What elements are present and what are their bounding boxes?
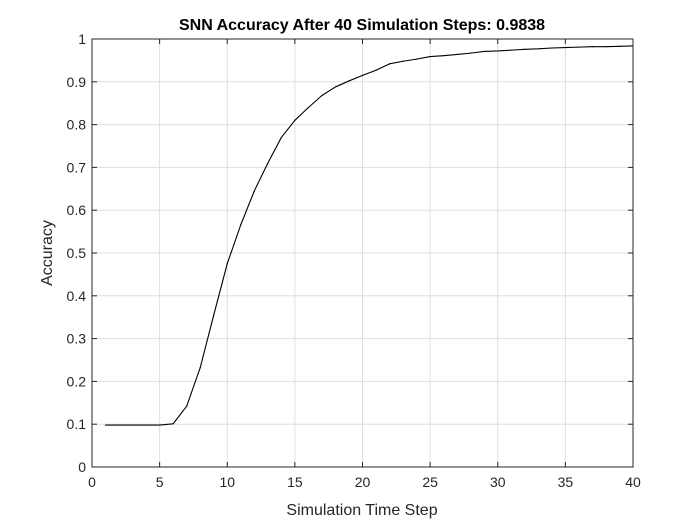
data-point — [104, 424, 107, 426]
data-point — [591, 46, 594, 48]
data-point — [131, 424, 134, 426]
data-point — [551, 47, 553, 49]
y-axis-title: Accuracy — [39, 220, 56, 286]
data-point — [118, 424, 120, 426]
x-tick-label: 0 — [88, 474, 96, 490]
data-point — [618, 45, 621, 47]
x-tick-label: 5 — [156, 474, 164, 490]
y-tick-label: 0.1 — [67, 416, 87, 432]
y-tick-label: 0.9 — [67, 74, 87, 90]
data-point — [510, 49, 512, 51]
data-point — [267, 162, 269, 164]
data-point — [199, 367, 201, 369]
tick-marks — [91, 38, 634, 468]
y-tick-label: 1 — [78, 31, 86, 47]
y-tick-label: 0 — [78, 459, 86, 475]
data-point — [429, 55, 431, 58]
data-point — [537, 48, 539, 50]
accuracy-series-line — [105, 45, 634, 426]
y-tick-labels: 0 0.1 0.2 0.3 0.4 0.5 0.6 0.7 0.8 0.9 1 — [67, 31, 87, 475]
data-point — [253, 190, 255, 192]
x-tick-label: 40 — [625, 474, 641, 490]
data-point — [172, 423, 174, 425]
x-tick-label: 15 — [287, 474, 303, 490]
x-tick-label: 35 — [558, 474, 574, 490]
x-tick-label: 25 — [422, 474, 438, 490]
x-tick-labels: 0 5 10 15 20 25 30 35 40 — [88, 474, 641, 490]
data-point — [361, 74, 364, 76]
data-point — [564, 46, 566, 49]
series-layer — [104, 45, 634, 426]
data-point — [334, 86, 337, 88]
data-point — [443, 55, 445, 57]
data-point — [145, 424, 147, 426]
data-point — [605, 46, 607, 48]
data-point — [294, 119, 296, 121]
data-point — [497, 50, 499, 52]
data-point — [402, 60, 404, 62]
y-tick-label: 0.5 — [67, 245, 87, 261]
data-point — [186, 405, 188, 407]
data-point — [483, 50, 485, 53]
data-point — [456, 53, 458, 56]
x-tick-label: 30 — [490, 474, 506, 490]
data-point — [375, 69, 377, 71]
data-point — [524, 48, 526, 50]
y-tick-label: 0.4 — [67, 288, 87, 304]
y-tick-label: 0.6 — [67, 202, 87, 218]
data-point — [280, 136, 282, 139]
data-point — [159, 424, 161, 426]
x-tick-label: 10 — [219, 474, 235, 490]
x-tick-label: 20 — [355, 474, 371, 490]
data-point — [388, 63, 391, 65]
chart-title: SNN Accuracy After 40 Simulation Steps: … — [179, 17, 545, 34]
y-tick-label: 0.8 — [67, 117, 87, 133]
data-point — [240, 224, 242, 226]
data-point — [321, 94, 323, 97]
data-point — [226, 263, 228, 265]
data-point — [307, 106, 309, 109]
data-point — [213, 314, 215, 316]
data-point — [470, 52, 472, 54]
y-tick-label: 0.7 — [67, 159, 87, 175]
y-tick-label: 0.3 — [67, 331, 87, 347]
x-axis-title: Simulation Time Step — [286, 502, 437, 519]
data-point — [348, 80, 350, 82]
data-point — [416, 58, 418, 60]
data-point — [578, 46, 580, 48]
y-tick-label: 0.2 — [67, 373, 87, 389]
